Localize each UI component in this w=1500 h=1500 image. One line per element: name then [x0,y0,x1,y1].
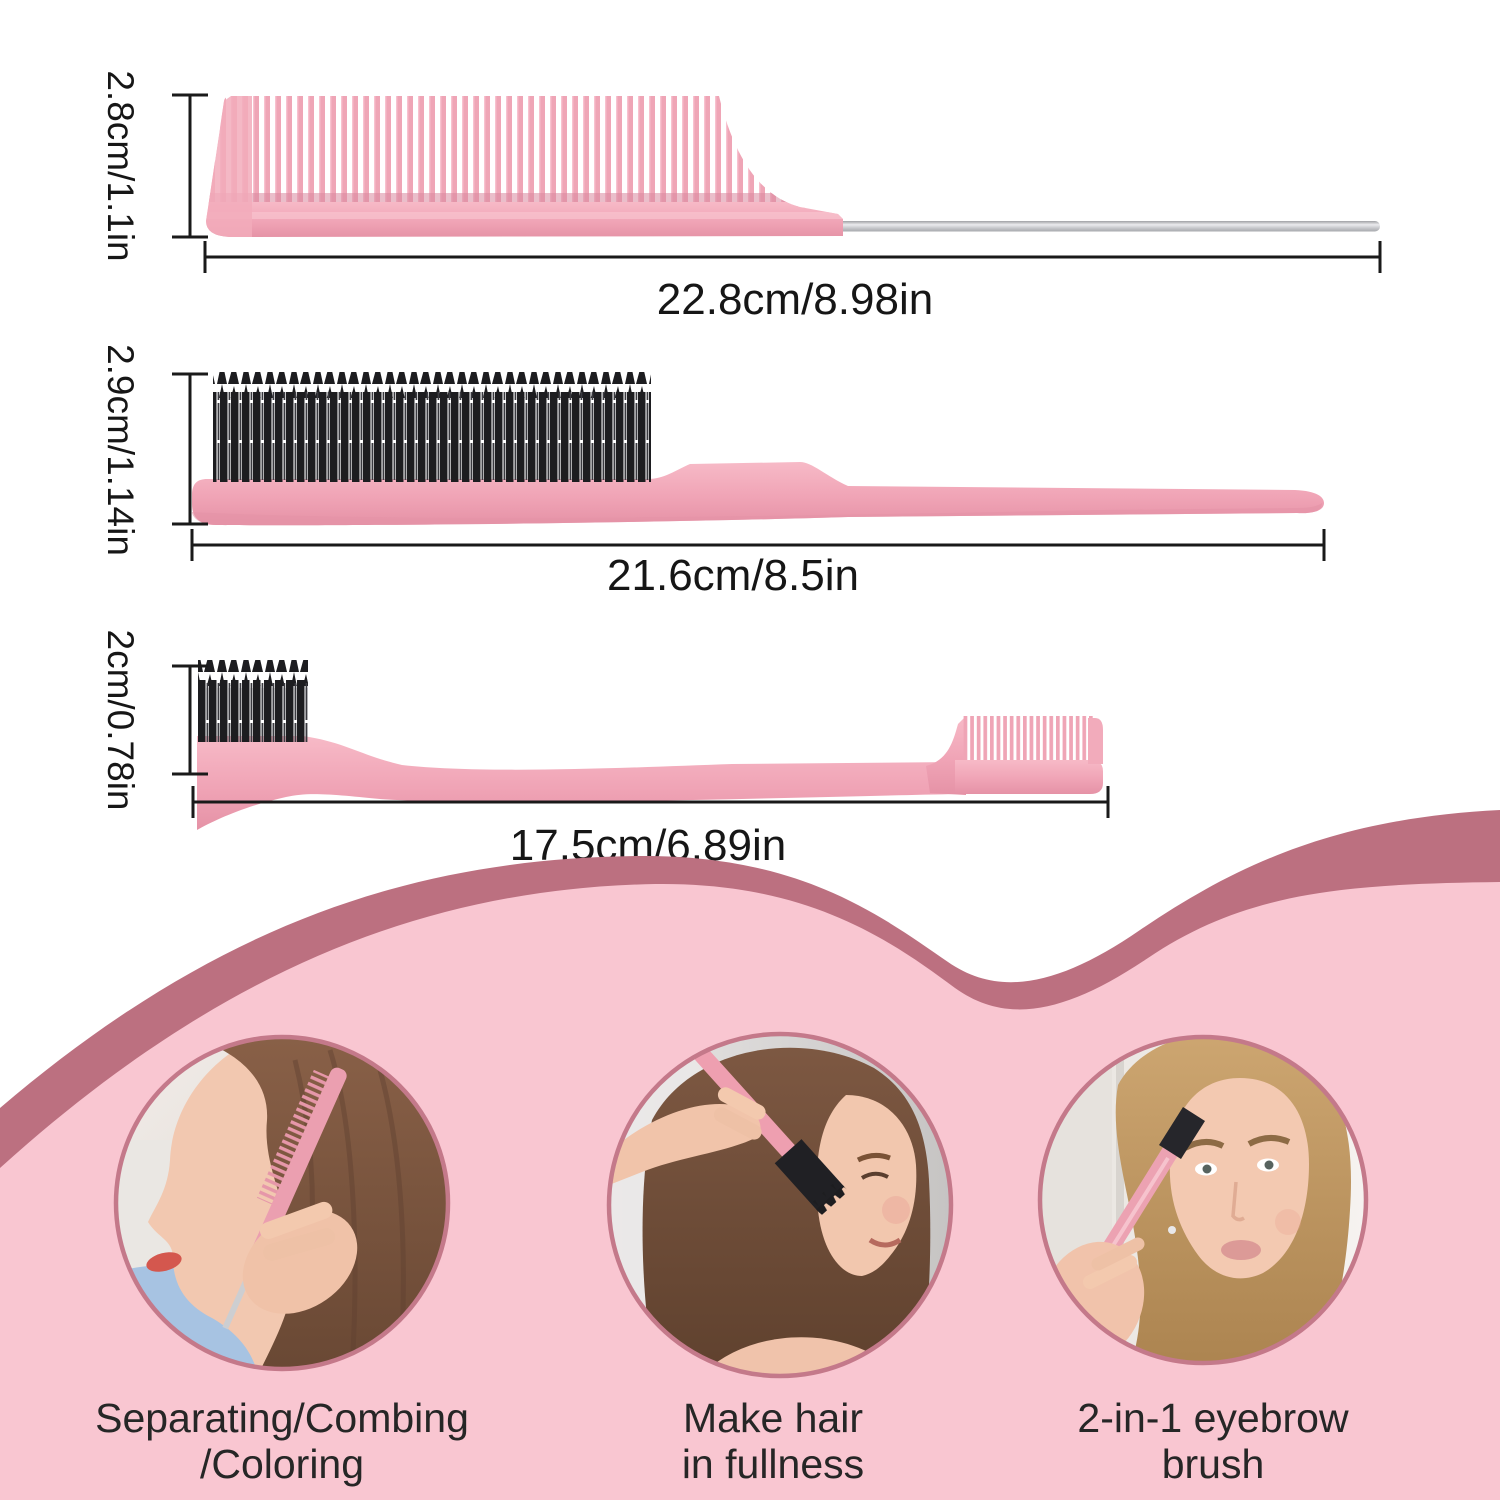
height-bracket-edge [172,664,208,776]
caption-separating-line1: Separating/Combing [95,1395,469,1441]
caption-separating-line2: /Coloring [200,1441,364,1487]
comb-spine-highlight [206,212,843,219]
edge-comb-body [955,760,1103,794]
edge-bristles [198,660,308,742]
photo-border [113,1034,451,1372]
usage-photo-fullness [606,1031,954,1379]
comb-height-label: 2.8cm/1.1in [100,70,141,261]
edge-comb-teeth [963,716,1095,764]
lips [146,1252,182,1272]
length-line-brush [190,529,1326,561]
brush-body [192,462,1324,526]
feature-captions: Separating/Combing /Coloring Make hair i… [95,1395,1349,1487]
metal-pin-tail [836,221,1380,232]
edge-handle [197,736,958,830]
brush-length-label: 21.6cm/8.5in [607,551,859,600]
caption-fullness-line2: in fullness [682,1441,864,1487]
usage-photo-eyebrow [1037,1034,1369,1366]
caption-eyebrow-line2: brush [1162,1441,1265,1487]
photo-border [606,1031,954,1379]
edge-height-label: 2cm/0.78in [100,630,141,811]
rat-tail-comb-figure: 2.8cm/1.1in 22.8cm/8.98in [100,70,1382,324]
comb-length-label: 22.8cm/8.98in [657,275,933,324]
brush-body-shade [192,503,1322,526]
comb-left-edge [206,96,252,237]
comb-teeth [206,96,843,208]
comb-teeth-base-shadow [206,193,843,204]
brush-bristles [213,372,651,482]
comb-spine [206,202,843,237]
face [1169,1078,1309,1279]
length-line-edge [191,786,1110,818]
photo-border [1037,1034,1369,1366]
hair [205,1037,448,1369]
teasing-brush-figure: 2.9cm/1.14in 21.6cm/8.5in [100,344,1326,600]
edge-comb-right-edge [1088,718,1103,764]
height-bracket-comb [172,93,208,239]
edge-brush-figure: 2cm/0.78in 17.5cm/6.89in [100,630,1110,870]
caption-eyebrow-line1: 2-in-1 eyebrow [1077,1395,1349,1441]
arm [609,1103,761,1185]
length-line-comb [203,241,1382,273]
brush-height-label: 2.9cm/1.14in [100,344,141,556]
face [816,1095,917,1276]
lips [1221,1240,1261,1260]
height-bracket-brush [172,372,208,526]
caption-fullness-line1: Make hair [683,1395,863,1441]
